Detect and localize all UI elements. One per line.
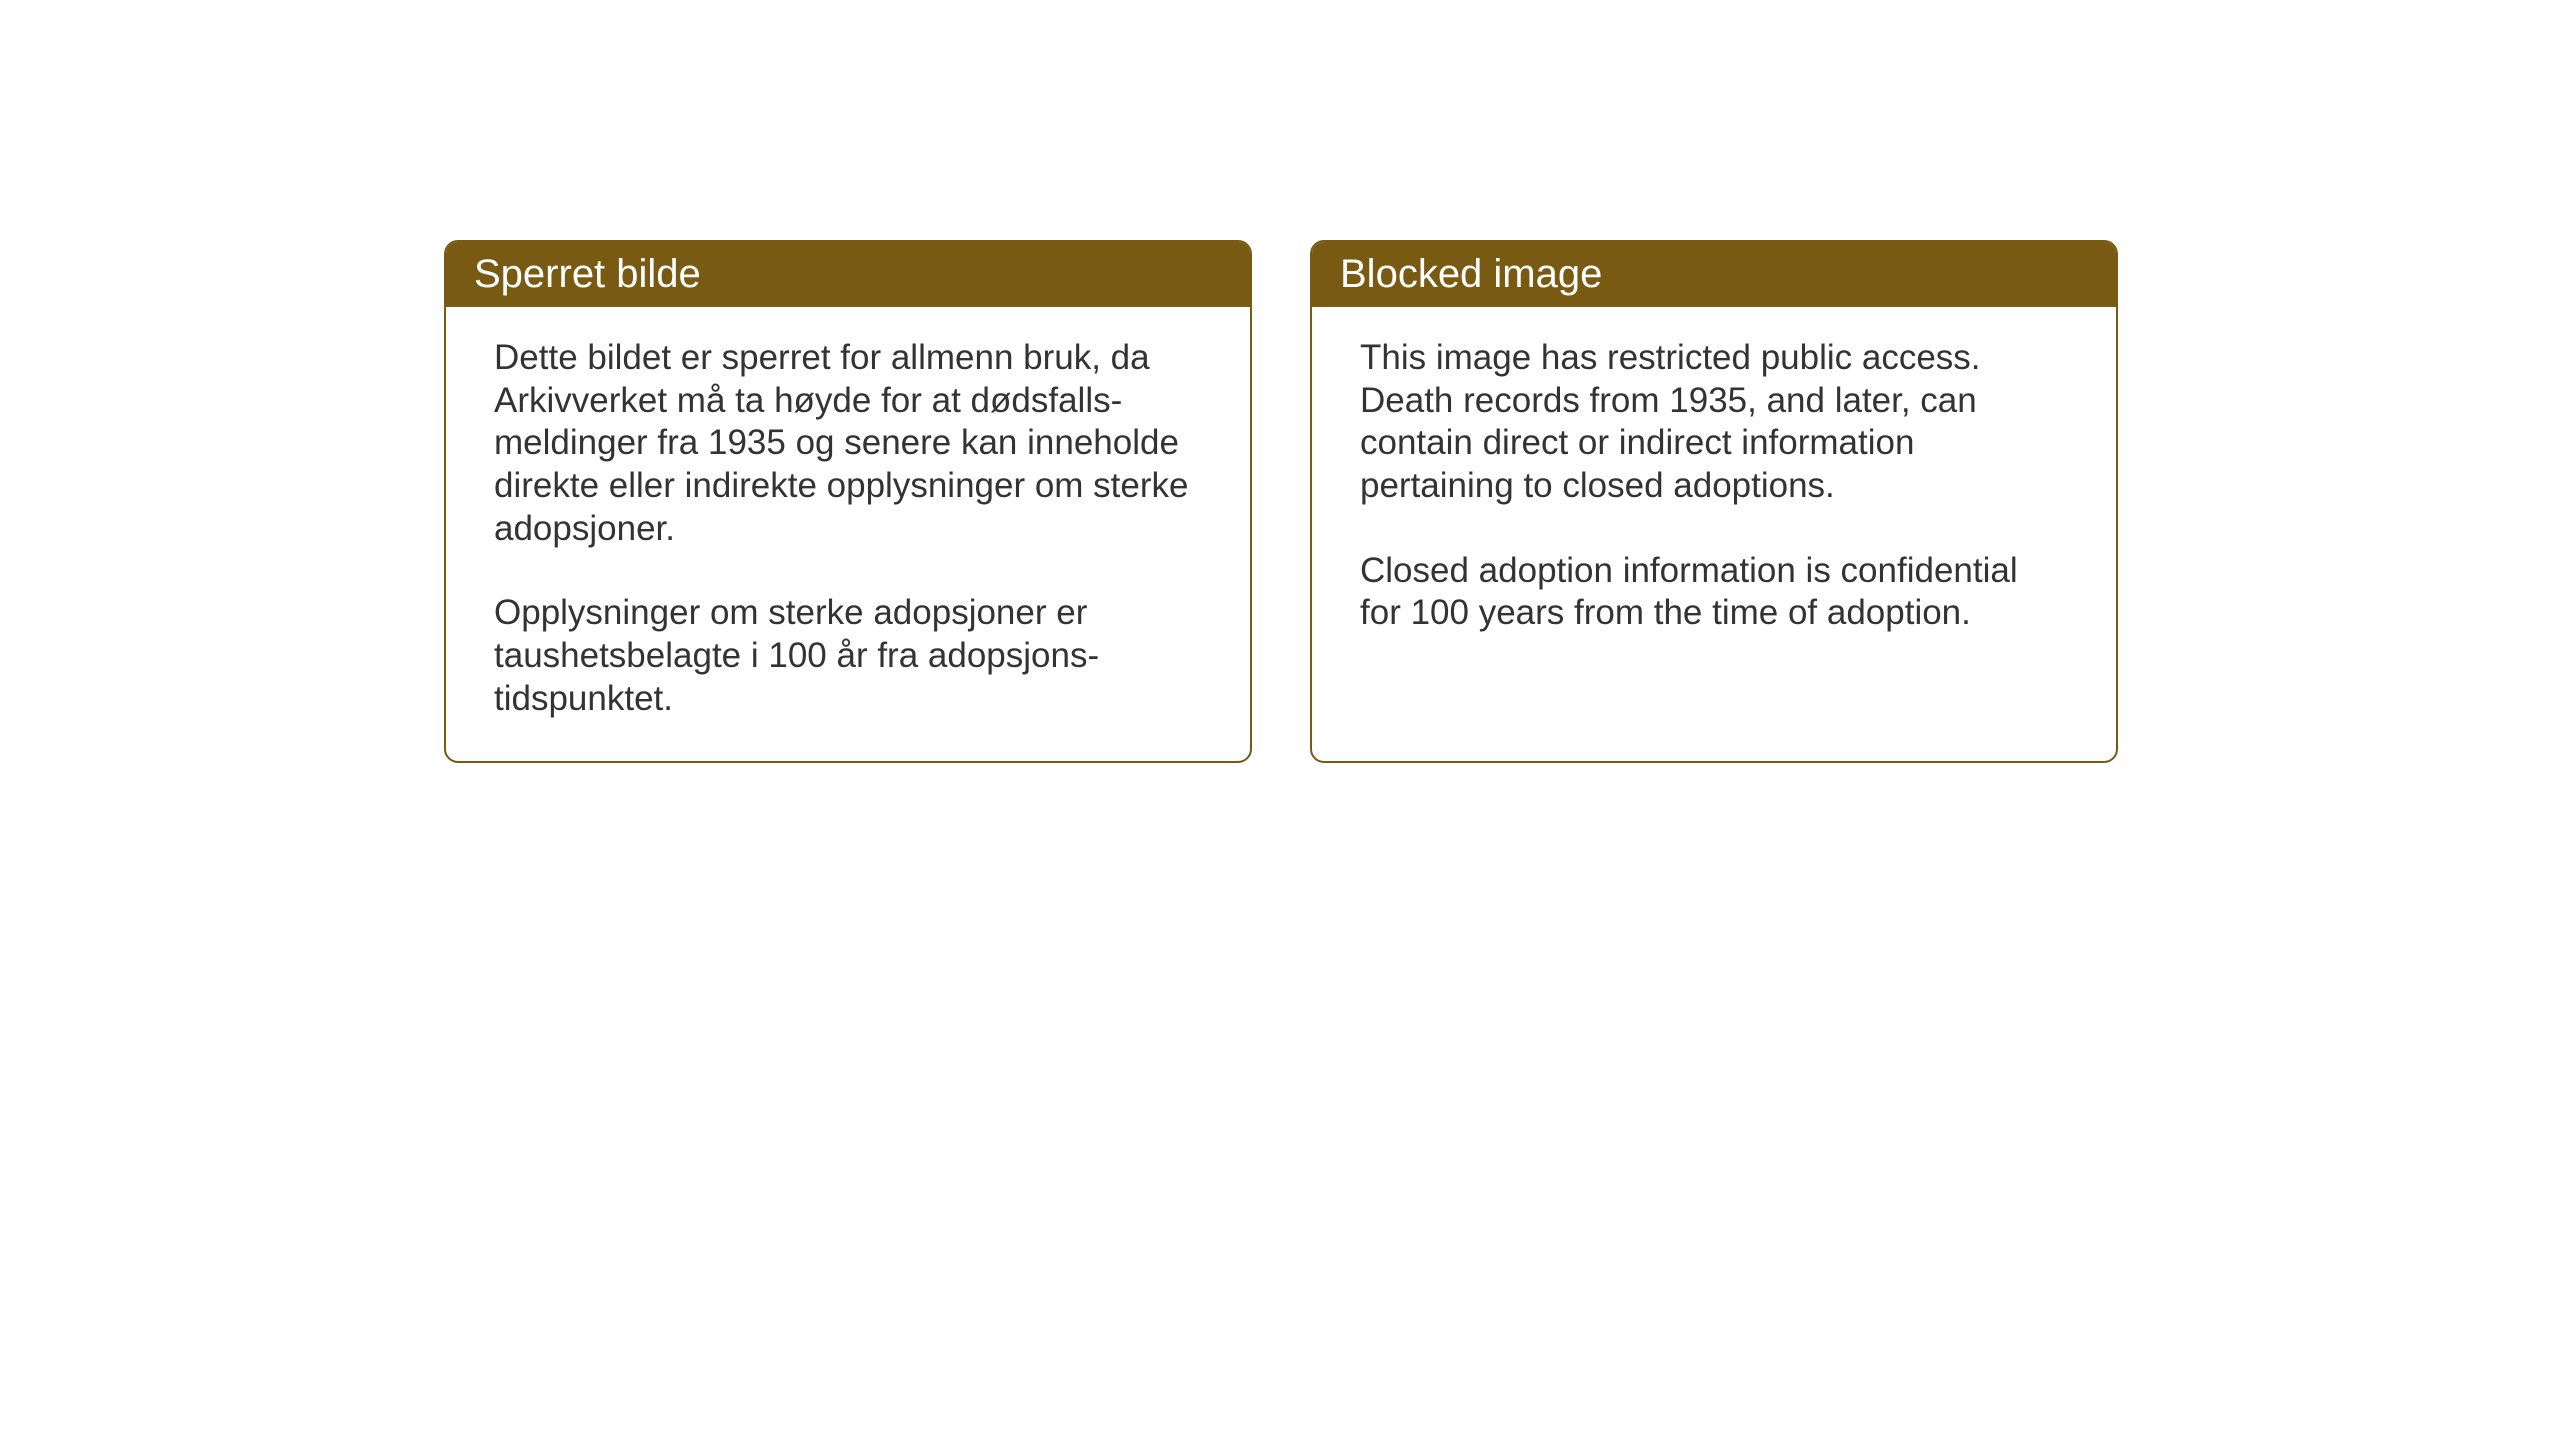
english-card-body: This image has restricted public access.… <box>1312 307 2116 675</box>
norwegian-paragraph-2: Opplysninger om sterke adopsjoner er tau… <box>494 592 1202 720</box>
notice-container: Sperret bilde Dette bildet er sperret fo… <box>444 240 2118 763</box>
english-card-title: Blocked image <box>1312 242 2116 307</box>
english-paragraph-1: This image has restricted public access.… <box>1360 337 2068 508</box>
english-notice-card: Blocked image This image has restricted … <box>1310 240 2118 763</box>
norwegian-paragraph-1: Dette bildet er sperret for allmenn bruk… <box>494 337 1202 550</box>
norwegian-notice-card: Sperret bilde Dette bildet er sperret fo… <box>444 240 1252 763</box>
english-paragraph-2: Closed adoption information is confident… <box>1360 550 2068 635</box>
norwegian-card-body: Dette bildet er sperret for allmenn bruk… <box>446 307 1250 761</box>
norwegian-card-title: Sperret bilde <box>446 242 1250 307</box>
